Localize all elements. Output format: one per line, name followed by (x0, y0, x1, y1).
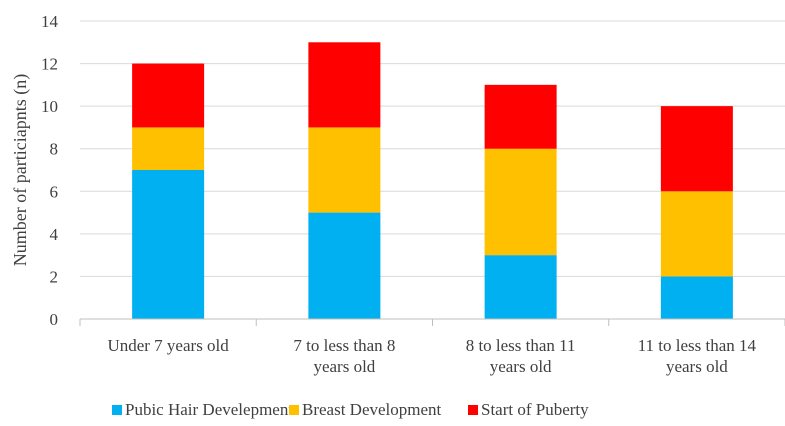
x-category-label: 11 to less than 14 years old (638, 336, 757, 376)
bar-segment (660, 191, 733, 277)
y-tick-label: 14 (41, 12, 59, 31)
bars (132, 42, 733, 319)
y-tick-label: 6 (50, 182, 59, 201)
legend-swatch (289, 405, 299, 415)
bar-segment (308, 42, 381, 128)
y-tick-label: 12 (41, 55, 58, 74)
bar-segment (132, 63, 205, 128)
bar-segment (308, 212, 381, 319)
bar-segment (660, 106, 733, 192)
y-tick-label: 2 (50, 267, 59, 286)
bar-segment (660, 276, 733, 319)
legend-label: Breast Development (302, 400, 442, 419)
y-tick-label: 8 (50, 140, 59, 159)
legend-item: Breast Development (289, 400, 442, 419)
bar-segment (484, 255, 557, 319)
legend-item: Pubic Hair Develepment (112, 400, 293, 419)
legend-label: Pubic Hair Develepment (125, 400, 293, 419)
legend-item: Start of Puberty (468, 400, 589, 419)
bar-segment (308, 127, 381, 213)
legend-swatch (468, 405, 478, 415)
y-axis-title: Number of particiapnts (n) (10, 74, 31, 266)
y-tick-label: 4 (50, 225, 59, 244)
x-category-label: 7 to less than 8 years old (293, 336, 395, 376)
legend-swatch (112, 405, 122, 415)
x-category-label: Under 7 years old (107, 336, 229, 355)
bar-segment (484, 148, 557, 256)
x-category-label: 8 to less than 11 years old (466, 336, 576, 376)
y-tick-label: 0 (50, 310, 59, 329)
axes (79, 318, 785, 326)
legend: Pubic Hair Develepment Breast Development… (112, 400, 589, 419)
bar-segment (484, 84, 557, 149)
legend-label: Start of Puberty (481, 400, 589, 419)
y-tick-label: 10 (41, 97, 58, 116)
bar-segment (132, 170, 205, 319)
x-category-labels: Under 7 years old 7 to less than 8 years o… (107, 336, 756, 376)
y-tick-labels: 0 2 4 6 8 10 12 14 (41, 12, 59, 329)
bar-segment (132, 127, 205, 170)
